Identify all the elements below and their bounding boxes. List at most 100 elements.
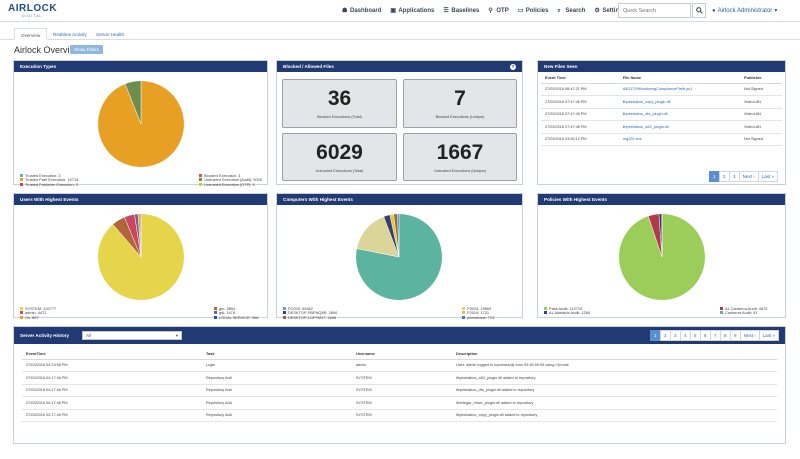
search-icon xyxy=(695,7,703,14)
legend-label: Untrusted Execution [Audit]: 5029 xyxy=(204,177,262,183)
table-cell: 27/03/2016 04:17:46 PM xyxy=(22,371,202,385)
legend: SYSTEM: 102777 admin: 4472 Ox: 897 xyxy=(20,306,56,320)
legend-swatch xyxy=(20,311,23,315)
pie-slice-pinewhaus[interactable] xyxy=(397,213,400,258)
table-cell: SYSTEM xyxy=(352,409,452,422)
tile-value: 6029 xyxy=(316,140,363,164)
legend-swatch xyxy=(544,306,547,310)
file-link[interactable]: libpeekaboo_a52_plugin.dll xyxy=(618,120,741,134)
table-cell: 27/03/2016 07:47:46 PM xyxy=(541,95,619,109)
blocked-unique-tile: 7 Blocked Executions (Unique) xyxy=(403,79,517,128)
legend-swatch xyxy=(720,306,723,310)
nav-label: OTP xyxy=(496,8,509,14)
computers-panel: Computers With Highest Events PC000: 953… xyxy=(276,193,523,320)
table-cell: SYSTEM xyxy=(352,384,452,397)
tab-overview[interactable]: Overview xyxy=(14,28,48,40)
page-button[interactable]: Last » xyxy=(757,171,778,182)
legend: Trusted Execution: 3 Trusted Path Executi… xyxy=(20,173,78,187)
legend-entry: AL Canberra Audit: 4670 xyxy=(720,306,767,311)
legend-swatch xyxy=(214,311,217,315)
table-cell: 27/03/2016 04:23:58 PM xyxy=(22,359,202,372)
chevron-down-icon: ▾ xyxy=(175,332,178,338)
table-row: 27/03/2016 07:47:46 PM libpeekaboo_dts_pl… xyxy=(541,108,782,121)
legend-swatch xyxy=(283,311,286,315)
nav-applications[interactable]: ▣ Applications xyxy=(390,6,434,16)
logo[interactable]: AIRLOCK DIGITAL xyxy=(8,3,62,19)
nav-otp[interactable]: ⚲ OTP xyxy=(488,6,508,16)
panel-title: Blocked / Allowed Files xyxy=(283,64,334,69)
legend-entry: admin: 4472 xyxy=(20,310,56,315)
panel-title: Execution Types xyxy=(20,64,57,69)
column-header: Username xyxy=(352,348,452,360)
pagination: 1 2 3 Next › Last » xyxy=(708,171,778,182)
nav-settings[interactable]: ⚙ Settings xyxy=(594,6,626,16)
legend-entry: P2019: 1721 xyxy=(462,310,494,315)
panel-title: Server Activity History xyxy=(20,333,70,338)
legend-entry: Trusted Publisher Execution: 3 xyxy=(20,182,78,187)
nav-baselines[interactable]: ☰ Baselines xyxy=(443,6,479,16)
user-menu[interactable]: ● Airlock Administrator ▾ xyxy=(712,7,777,15)
activity-filter-select[interactable]: All ▾ xyxy=(82,331,182,340)
tab-bar: Overview Realtime Activity Server Health xyxy=(0,28,800,40)
file-link[interactable]: reg225.exe xyxy=(618,133,741,146)
legend-swatch xyxy=(20,173,23,177)
tab-realtime-activity[interactable]: Realtime Activity xyxy=(53,32,87,37)
help-icon[interactable]: ? xyxy=(510,63,516,70)
legend-label: DESKTOP-PBPNQ8R: 2890 xyxy=(288,310,338,316)
pagination: 1 2 3 4 5 6 7 8 9 Next › Last » xyxy=(649,330,779,341)
users-panel: Users With Highest Events SYSTEM: 102777… xyxy=(13,193,268,320)
legend-swatch xyxy=(462,306,465,310)
legend-entry: SYSTEM: 102777 xyxy=(20,306,56,311)
table-cell: SYSTEM xyxy=(352,396,452,410)
tile-label: Untrusted Executions (Total) xyxy=(315,168,364,173)
panel-title: New Files Seen xyxy=(544,64,578,69)
legend: P3024: 19669 P2019: 1721 pinewhaus: 713 xyxy=(462,306,494,320)
search-button[interactable] xyxy=(692,3,706,18)
table-cell: 27/03/2016 04:17:46 PM xyxy=(22,409,202,422)
legend-label: SYSTEM: 102777 xyxy=(25,305,57,311)
legend-swatch xyxy=(214,315,217,319)
table-cell: libintegar_mixer_plugin.dll added to rep… xyxy=(452,396,777,410)
nav-dashboard[interactable]: ☗ Dashboard xyxy=(342,6,381,16)
nav-policies[interactable]: ▭ Policies xyxy=(518,6,549,16)
legend-swatch xyxy=(283,315,286,319)
nav-label: Baselines xyxy=(451,8,480,14)
table-cell: Not Signed xyxy=(740,83,782,96)
legend-swatch xyxy=(20,178,23,182)
nav-search[interactable]: ⌕ Search xyxy=(557,6,585,16)
pie-slice-local-service[interactable] xyxy=(139,213,142,258)
page-button[interactable]: Next › xyxy=(739,330,760,341)
file-link[interactable]: libpeekaboo_copy_plugin.dll xyxy=(618,95,741,109)
table-row: 27/03/2016 06:47:21 PM A5D1729MonitoringC… xyxy=(541,83,782,96)
tab-server-health[interactable]: Server Health xyxy=(96,32,125,37)
search-icon: ⌕ xyxy=(557,8,561,14)
pie-slice-untrusted-execution-audit-[interactable] xyxy=(124,80,142,125)
file-link[interactable]: A5D1729MonitoringCompliancePlatfr.ps1 xyxy=(618,83,741,96)
page-button[interactable]: Next › xyxy=(738,171,759,182)
table-row: 27/03/2016 04:17:46 PM Repository Add SYST… xyxy=(22,396,777,410)
legend-entry: Trusted Path Execution: 10714 xyxy=(20,177,78,182)
table-cell: 27/03/2016 07:47:46 PM xyxy=(541,120,619,134)
table-cell: Login xyxy=(202,359,352,372)
legend-entry: PC000: 95382 xyxy=(283,306,337,311)
legend-label: PC000: 95382 xyxy=(288,305,313,311)
legend-label: gdi: 1478 xyxy=(219,310,236,316)
legend-label: Blocked Execution: 3 xyxy=(204,172,241,178)
legend-entry: DESKTOP-PBPNQ8R: 2890 xyxy=(283,310,338,316)
legend-entry: Untrusted Execution [OTP]: 3 xyxy=(199,182,262,187)
page-button[interactable]: Last » xyxy=(758,330,779,341)
legend-swatch xyxy=(199,178,202,182)
untrusted-unique-tile: 1667 Untrusted Executions (Unique) xyxy=(403,133,517,181)
show-filters-button[interactable]: Show Filters xyxy=(70,45,103,54)
legend-entry: AL Adelaide Audit: 1284 xyxy=(544,310,590,315)
table-cell: 27/03/2016 04:17:46 PM xyxy=(22,396,202,410)
baselines-icon: ☰ xyxy=(443,8,449,14)
legend: Blocked Execution: 3 Untrusted Execution … xyxy=(199,173,262,187)
legend-label: Pass Audit: 110715 xyxy=(549,305,583,311)
settings-icon: ⚙ xyxy=(594,8,600,14)
user-name: Airlock Administrator xyxy=(717,7,773,14)
file-link[interactable]: libpeekaboo_dts_plugin.dll xyxy=(618,108,741,121)
table-cell: Repository Add xyxy=(202,384,352,397)
search-input[interactable] xyxy=(618,3,691,18)
tile-label: Blocked Executions (Total) xyxy=(317,115,362,119)
